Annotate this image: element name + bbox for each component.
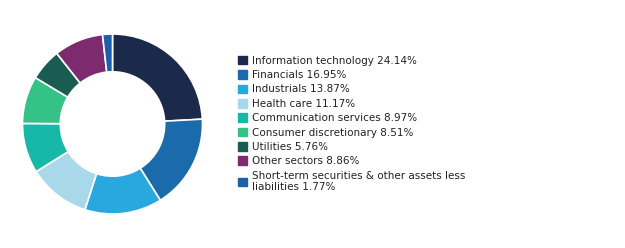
Wedge shape: [140, 119, 202, 200]
Wedge shape: [85, 168, 160, 214]
Wedge shape: [57, 34, 107, 83]
Wedge shape: [102, 34, 112, 72]
Wedge shape: [36, 53, 80, 97]
Wedge shape: [22, 78, 68, 124]
Wedge shape: [112, 34, 202, 121]
Wedge shape: [22, 124, 68, 172]
Legend: Information technology 24.14%, Financials 16.95%, Industrials 13.87%, Health car: Information technology 24.14%, Financial…: [236, 55, 466, 193]
Wedge shape: [36, 152, 96, 210]
